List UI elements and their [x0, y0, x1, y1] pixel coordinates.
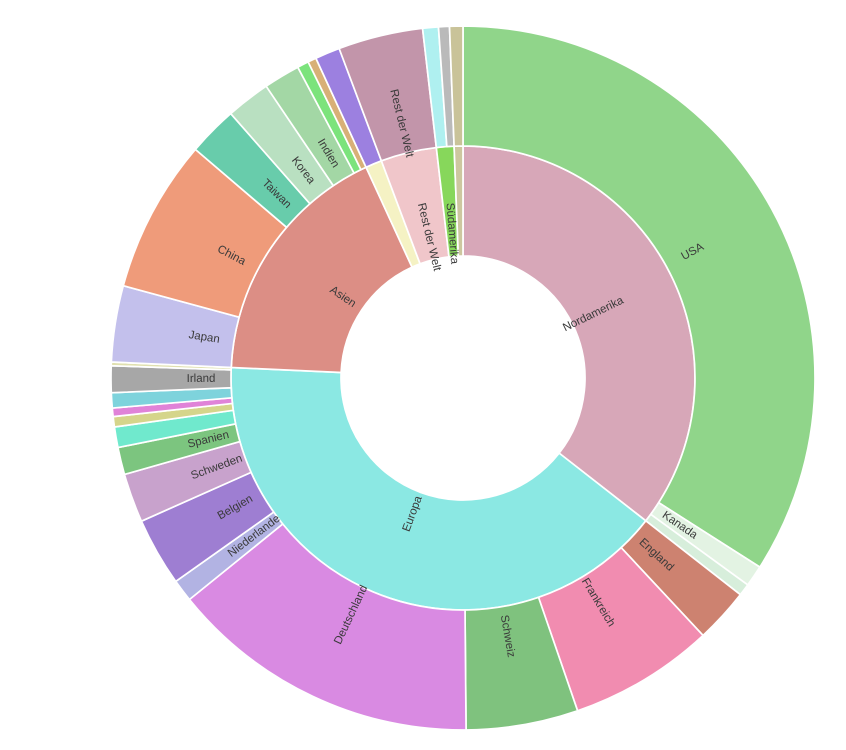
outer-slice-usa[interactable] [462, 25, 816, 568]
outer-slice-unlabeled[interactable] [448, 25, 464, 148]
